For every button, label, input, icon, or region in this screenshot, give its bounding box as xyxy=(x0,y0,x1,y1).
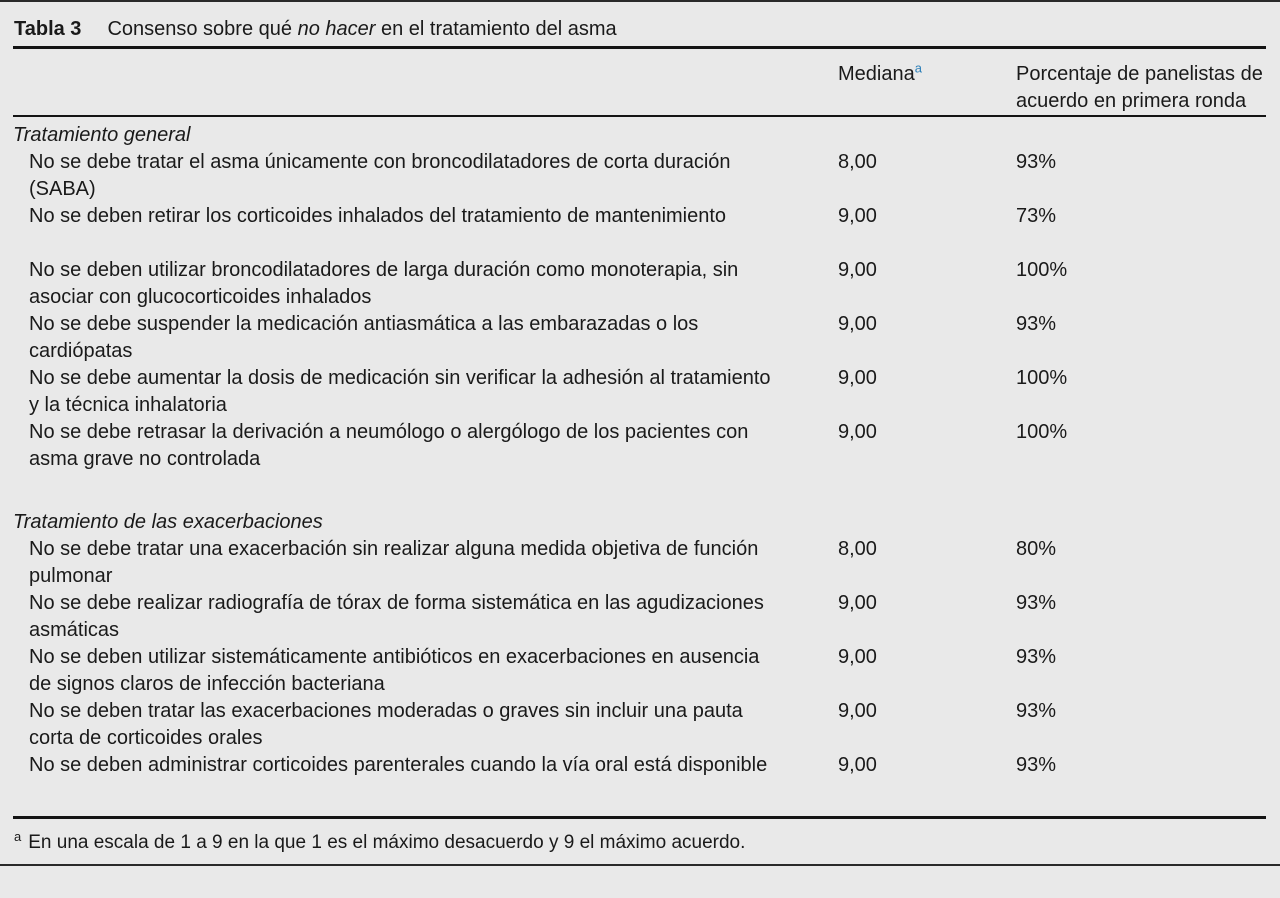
table-row: No se deben retirar los corticoides inha… xyxy=(13,203,1266,257)
row-description: No se deben tratar las exacerbaciones mo… xyxy=(29,700,743,749)
row-percent-value: 93% xyxy=(1016,754,1057,776)
caption-prefix: Consenso sobre qué xyxy=(107,18,298,40)
row-mediana-value: 9,00 xyxy=(838,313,877,335)
table-row: No se debe realizar radiografía de tórax… xyxy=(13,590,1266,644)
section-title: Tratamiento general xyxy=(13,124,191,146)
table-row: No se debe suspender la medicación antia… xyxy=(13,311,1266,365)
row-description: No se debe tratar una exacerbación sin r… xyxy=(29,538,759,587)
table-bottom-rule xyxy=(0,864,1280,866)
header-divider-rule xyxy=(13,115,1266,117)
table-caption: Tabla 3 Consenso sobre qué no hacer en e… xyxy=(0,2,1280,46)
table-row: No se deben utilizar sistemáticamente an… xyxy=(13,644,1266,698)
row-description: No se deben administrar corticoides pare… xyxy=(29,754,768,776)
row-percent-value: 100% xyxy=(1016,259,1068,281)
table-body: Tratamiento general No se debe tratar el … xyxy=(0,117,1280,816)
row-mediana-value: 9,00 xyxy=(838,367,877,389)
row-percent-value: 93% xyxy=(1016,313,1057,335)
row-mediana-value: 9,00 xyxy=(838,754,877,776)
row-mediana-value: 9,00 xyxy=(838,259,877,281)
table-row: No se debe tratar una exacerbación sin r… xyxy=(13,536,1266,590)
footnote-marker: a xyxy=(14,828,22,844)
column-header-percent: Porcentaje de panelistas de acuerdo en p… xyxy=(1016,63,1263,112)
row-percent-value: 93% xyxy=(1016,151,1057,173)
section-title: Tratamiento de las exacerbaciones xyxy=(13,511,323,533)
table-label: Tabla 3 xyxy=(14,18,82,40)
table-section: Tratamiento general No se debe tratar el … xyxy=(0,122,1280,473)
row-description: No se debe aumentar la dosis de medicaci… xyxy=(29,367,771,416)
table-header-row: Medianaa Porcentaje de panelistas de acu… xyxy=(13,49,1266,115)
row-description: No se debe tratar el asma únicamente con… xyxy=(29,151,731,200)
row-percent-value: 100% xyxy=(1016,367,1068,389)
table-section: Tratamiento de las exacerbaciones No se d… xyxy=(0,509,1280,806)
table-caption-text: Consenso sobre qué no hacer en el tratam… xyxy=(107,16,616,43)
row-percent-value: 93% xyxy=(1016,646,1057,668)
row-mediana-value: 9,00 xyxy=(838,700,877,722)
footnote-reference-link[interactable]: a xyxy=(914,60,922,76)
footnote-text: En una escala de 1 a 9 en la que 1 es el… xyxy=(28,832,746,853)
row-description: No se deben retirar los corticoides inha… xyxy=(29,205,727,227)
table-row: No se deben tratar las exacerbaciones mo… xyxy=(13,698,1266,752)
row-mediana-value: 9,00 xyxy=(838,205,877,227)
caption-suffix: en el tratamiento del asma xyxy=(375,18,617,40)
row-description: No se debe suspender la medicación antia… xyxy=(29,313,699,362)
table-row: No se debe aumentar la dosis de medicaci… xyxy=(13,365,1266,419)
row-percent-value: 93% xyxy=(1016,700,1057,722)
table-row: No se debe retrasar la derivación a neum… xyxy=(13,419,1266,473)
table-footnote: a En una escala de 1 a 9 en la que 1 es e… xyxy=(0,819,1280,864)
column-header-mediana: Medianaa xyxy=(838,61,1016,88)
table-row: No se deben administrar corticoides pare… xyxy=(13,752,1266,806)
row-mediana-value: 8,00 xyxy=(838,538,877,560)
table-row: No se debe tratar el asma únicamente con… xyxy=(13,149,1266,203)
row-description: No se deben utilizar sistemáticamente an… xyxy=(29,646,760,695)
row-mediana-value: 8,00 xyxy=(838,151,877,173)
caption-divider-rule xyxy=(13,46,1266,49)
row-percent-value: 100% xyxy=(1016,421,1068,443)
row-mediana-value: 9,00 xyxy=(838,421,877,443)
mediana-label: Mediana xyxy=(838,63,915,85)
table-top-rule xyxy=(0,0,1280,2)
row-mediana-value: 9,00 xyxy=(838,592,877,614)
row-percent-value: 80% xyxy=(1016,538,1057,560)
row-description: No se debe retrasar la derivación a neum… xyxy=(29,421,749,470)
row-description: No se debe realizar radiografía de tórax… xyxy=(29,592,764,641)
row-percent-value: 93% xyxy=(1016,592,1057,614)
row-description: No se deben utilizar broncodilatadores d… xyxy=(29,259,739,308)
row-percent-value: 73% xyxy=(1016,205,1057,227)
row-mediana-value: 9,00 xyxy=(838,646,877,668)
body-bottom-rule xyxy=(13,816,1266,819)
caption-italic-phrase: no hacer xyxy=(297,18,376,40)
table-row: No se deben utilizar broncodilatadores d… xyxy=(13,257,1266,311)
